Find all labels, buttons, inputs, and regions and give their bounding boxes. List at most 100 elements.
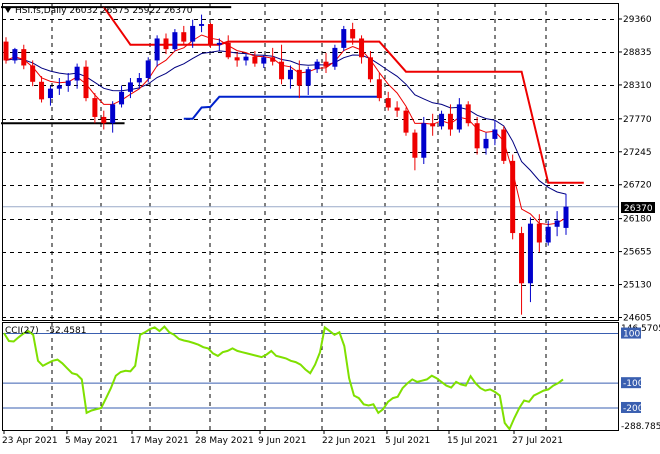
- candle-body: [323, 61, 329, 67]
- candle-body: [350, 29, 356, 39]
- panel-frames: [2, 3, 619, 431]
- candle-body: [394, 107, 400, 111]
- candle-body: [305, 69, 311, 86]
- candle-body: [207, 24, 213, 45]
- price-axis-label: 25130: [623, 281, 652, 291]
- current-price-tag: 26370: [621, 202, 655, 214]
- candle-body: [314, 61, 320, 70]
- candle-body: [296, 69, 302, 86]
- chart-title: HSI.fs,Daily 26032 26575 25922 26370: [15, 6, 193, 16]
- candle-body: [12, 49, 18, 61]
- axis-labels: 29360 28835 28310 27770 27245 26720 26180 25655…: [2, 15, 660, 446]
- price-axis-label: 27770: [623, 115, 652, 125]
- candle-body: [376, 79, 382, 99]
- candle-body: [421, 123, 427, 158]
- chart-header: HSI.fs,Daily 26032 26575 25922 26370: [5, 6, 193, 16]
- candle-body: [101, 116, 107, 124]
- candle-body: [519, 233, 525, 284]
- candle-body: [465, 104, 471, 124]
- candle-body: [563, 206, 569, 228]
- candle-body: [3, 41, 9, 61]
- candle-body: [243, 56, 249, 61]
- candle-body: [47, 88, 53, 99]
- cci-last-value: -52.4581: [46, 326, 86, 336]
- candle-body: [412, 132, 418, 158]
- candle-body: [181, 32, 187, 42]
- candle-body: [172, 32, 178, 50]
- candle-body: [234, 57, 240, 61]
- candle-body: [252, 56, 258, 64]
- candle-body: [92, 98, 98, 117]
- candle-body: [439, 113, 445, 127]
- candle-body: [199, 24, 205, 26]
- price-axis-label: 28835: [623, 48, 652, 58]
- price-panel-frame: [2, 3, 619, 321]
- candle-body: [270, 57, 276, 62]
- price-axis-label: 29360: [623, 15, 652, 25]
- candle-body: [367, 57, 373, 80]
- ma-fast-line: [5, 34, 567, 226]
- price-axis-label: 26720: [623, 181, 652, 191]
- candle-body: [74, 66, 80, 81]
- grid-lines: [2, 3, 618, 430]
- candle-body: [119, 91, 125, 105]
- candle-body: [510, 160, 516, 234]
- blue-stop-line: [183, 95, 380, 120]
- candle-body: [65, 80, 71, 86]
- triangle-down-icon: [5, 8, 11, 13]
- time-axis-label: 27 Jul 2021: [512, 436, 563, 446]
- candle-body: [163, 38, 169, 50]
- cci-axis-label: -100: [623, 379, 644, 389]
- candle-body: [430, 123, 436, 127]
- price-axis-label: 27245: [623, 148, 652, 158]
- candle-body: [30, 65, 36, 82]
- candle-body: [110, 104, 116, 124]
- ma-slow-line: [5, 50, 567, 195]
- candle-body: [474, 123, 480, 149]
- candle-body: [216, 42, 222, 45]
- candle-body: [492, 129, 498, 139]
- candle-body: [403, 110, 409, 133]
- price-axis-label: 28310: [623, 81, 652, 91]
- candle-body: [279, 61, 285, 80]
- cci-title: CCI(27): [5, 326, 39, 336]
- candle-body: [83, 66, 89, 99]
- candle-body: [527, 223, 533, 284]
- time-axis-label: 15 Jul 2021: [447, 436, 498, 446]
- price-axis-label: 26180: [623, 215, 652, 225]
- time-axis-label: 22 Jun 2021: [322, 436, 376, 446]
- cci-axis-label: 100: [623, 330, 640, 340]
- candle-body: [56, 85, 62, 89]
- candle-body: [145, 60, 151, 79]
- cci-level-badge: [621, 377, 641, 389]
- cci-header: CCI(27) -52.4581: [5, 326, 86, 336]
- candle-body: [456, 104, 462, 130]
- candle-body: [261, 57, 267, 64]
- candle-body: [341, 29, 347, 48]
- candle-body: [136, 78, 142, 83]
- cci-level-badge: [621, 401, 641, 413]
- cci-panel: [2, 325, 618, 432]
- candle-body: [483, 138, 489, 149]
- candle-body: [501, 129, 507, 161]
- candle-body: [536, 223, 542, 243]
- candlesticks: [3, 14, 569, 315]
- cci-axis-label: -200: [623, 404, 644, 414]
- candle-body: [225, 42, 231, 58]
- time-axis-label: 5 May 2021: [65, 436, 118, 446]
- red-stop-line: [102, 6, 584, 184]
- candle-body: [359, 38, 365, 58]
- time-axis-label: 28 May 2021: [195, 436, 254, 446]
- candle-body: [545, 226, 551, 243]
- price-axis-label: 24605: [623, 313, 652, 323]
- candle-body: [287, 69, 293, 80]
- candle-body: [554, 220, 560, 227]
- candle-body: [127, 82, 133, 92]
- time-axis-label: 23 Apr 2021: [2, 436, 58, 446]
- candle-body: [332, 47, 338, 67]
- current-price-label: 26370: [624, 204, 653, 214]
- candle-body: [385, 98, 391, 108]
- candle-body: [21, 49, 27, 66]
